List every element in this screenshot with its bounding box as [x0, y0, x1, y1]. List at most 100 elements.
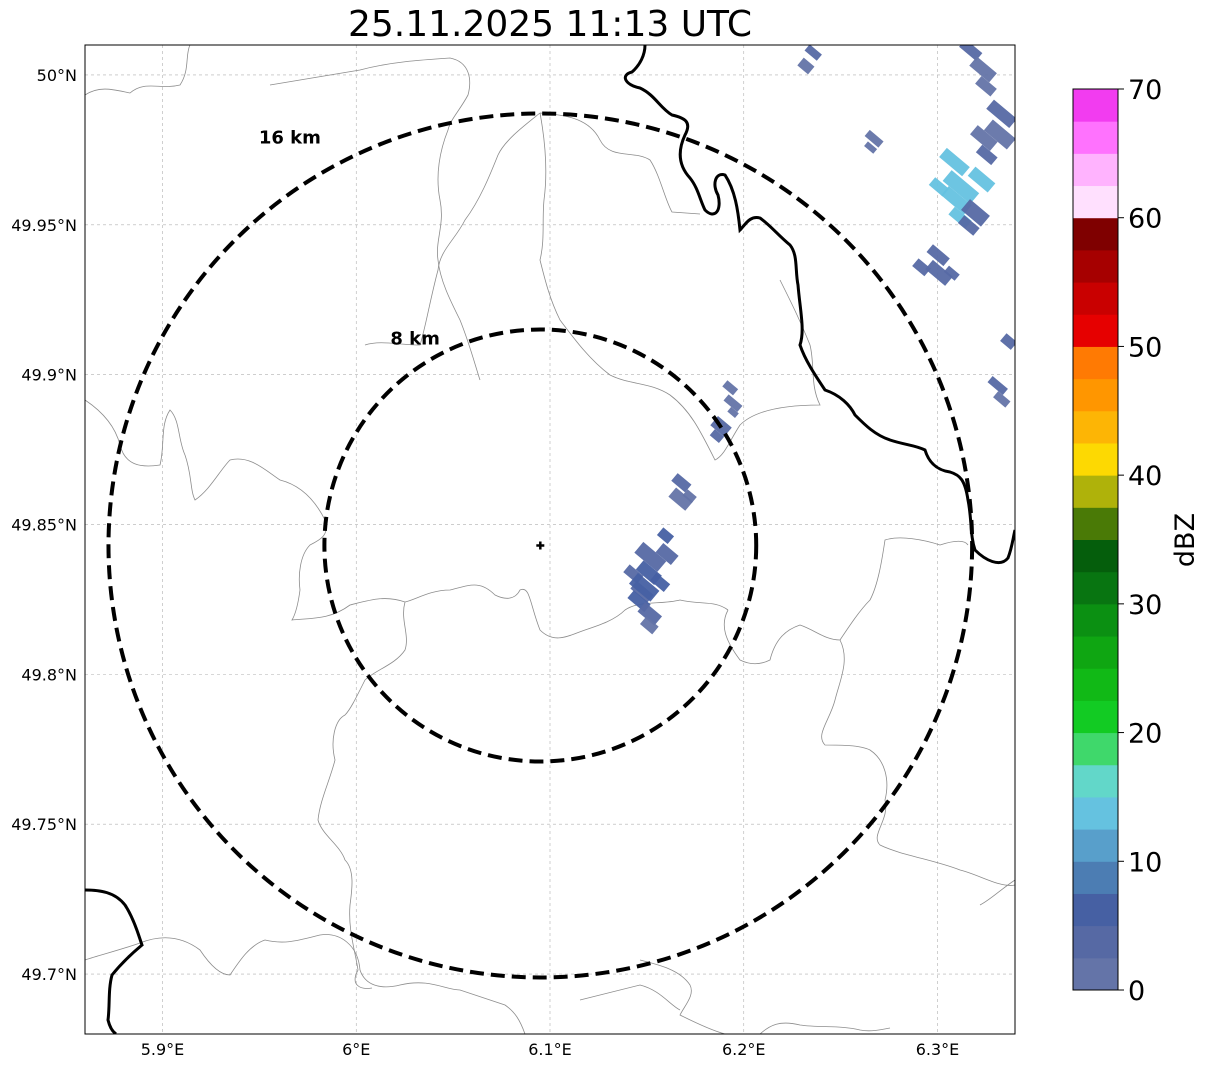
radar-echo-cell — [722, 380, 743, 418]
colorbar-band — [1073, 442, 1118, 476]
radar-pixel — [639, 616, 659, 635]
longitude-tick-labels: 5.9°E 6°E 6.1°E 6.2°E 6.3°E — [141, 1040, 960, 1059]
lon-tick-label: 5.9°E — [141, 1040, 185, 1059]
colorbar-tick-label: 10 — [1128, 847, 1162, 878]
radar-pixel — [993, 391, 1011, 408]
map-area — [85, 45, 1015, 1034]
colorbar-band — [1073, 571, 1118, 605]
radar-pixel — [723, 394, 743, 413]
colorbar-band — [1073, 861, 1118, 894]
radar-pixel — [628, 572, 660, 602]
colorbar-tick-label: 0 — [1128, 976, 1145, 1007]
radar-pixel — [957, 215, 980, 236]
colorbar-band — [1073, 249, 1118, 283]
colorbar-tick-label: 20 — [1128, 719, 1162, 750]
colorbar-tick-label: 30 — [1128, 590, 1162, 621]
colorbar-band — [1073, 507, 1118, 540]
colorbar-band — [1073, 636, 1118, 669]
radar-pixel — [970, 125, 998, 152]
radar-pixel — [709, 429, 725, 443]
radar-pixel — [942, 170, 980, 204]
radar-pixel — [961, 199, 990, 227]
municipal-boundaries — [85, 45, 1015, 1034]
lat-tick-label: 49.85°N — [11, 516, 77, 535]
colorbar-band — [1073, 121, 1118, 154]
colorbar-tick-label: 50 — [1128, 332, 1162, 363]
colorbar-band — [1073, 764, 1118, 798]
radar-pixel — [987, 376, 1008, 396]
radar-pixel — [983, 119, 1015, 150]
colorbar-tick-label: 70 — [1128, 75, 1162, 106]
range-ring-labels: 8 km 16 km — [259, 128, 440, 350]
radar-pixel — [649, 572, 671, 592]
map-frame — [84, 44, 1016, 1035]
radar-pixel — [975, 144, 998, 166]
colorbar-band — [1073, 378, 1118, 412]
lon-tick-label: 6.3°E — [916, 1040, 960, 1059]
range-ring — [106, 111, 975, 980]
radar-pixel — [939, 147, 970, 177]
colorbar-band — [1073, 153, 1118, 187]
colorbar-frame — [1072, 88, 1119, 991]
colorbar-band — [1073, 957, 1118, 991]
radar-pixel — [928, 177, 950, 197]
colorbar-band — [1073, 475, 1118, 508]
radar-pixel — [1000, 333, 1015, 350]
radar-pixel — [655, 543, 679, 566]
radar-pixel — [926, 244, 950, 267]
lon-tick-label: 6.1°E — [528, 1040, 572, 1059]
dbz-colorbar: 0 10 20 30 40 50 60 70 — [1072, 75, 1162, 1007]
radar-echo-cell — [957, 199, 990, 236]
radar-pixel — [986, 99, 1015, 129]
colorbar-band — [1073, 410, 1118, 444]
colorbar-band — [1073, 668, 1118, 701]
range-ring — [322, 327, 759, 764]
radar-echo-cell — [637, 602, 663, 635]
radar-pixel — [634, 541, 667, 572]
colorbar-band — [1073, 89, 1118, 122]
radar-pixel — [969, 56, 997, 83]
radar-echo-cell — [912, 244, 960, 286]
colorbar-tick-label: 60 — [1128, 204, 1162, 235]
radar-pixel — [912, 258, 931, 277]
colorbar-band — [1073, 603, 1118, 637]
latitude-tick-labels: 49.7°N 49.75°N 49.8°N 49.85°N 49.9°N 49.95°N 5… — [11, 66, 77, 984]
lon-tick-label: 6.2°E — [722, 1040, 766, 1059]
radar-echo-cell — [987, 376, 1011, 408]
radar-pixel — [656, 527, 675, 545]
national-borders — [85, 45, 1015, 1034]
radar-pixel — [722, 380, 739, 396]
radar-pixel — [967, 166, 996, 193]
radar-echo-cell — [864, 129, 884, 154]
colorbar-label: dBZ — [1170, 513, 1201, 567]
radar-pixel — [864, 141, 878, 154]
colorbar-band — [1073, 893, 1118, 927]
colorbar-band — [1073, 539, 1118, 573]
radar-echoes — [623, 45, 1015, 635]
lat-tick-label: 49.7°N — [21, 965, 77, 984]
colorbar-band — [1073, 314, 1118, 347]
radar-pixel — [797, 57, 815, 75]
colorbar-band — [1073, 700, 1118, 734]
lat-lon-gridlines — [85, 45, 1015, 1034]
radar-pixel — [637, 602, 663, 626]
lat-tick-label: 49.9°N — [21, 366, 77, 385]
radar-pixel — [925, 259, 953, 286]
colorbar-band — [1073, 185, 1118, 219]
radar-pixel — [727, 406, 739, 418]
lat-tick-label: 50°N — [37, 66, 77, 85]
colorbar-band — [1073, 925, 1118, 959]
colorbar-band — [1073, 282, 1118, 315]
radar-pixel — [804, 45, 822, 61]
radar-echo-cell — [970, 99, 1015, 166]
radar-pixel — [668, 487, 693, 511]
colorbar-band — [1073, 796, 1118, 830]
radar-echo-cell — [668, 473, 697, 511]
colorbar-tick-label: 40 — [1128, 461, 1162, 492]
radar-echo-cell — [797, 45, 822, 75]
map-title: 25.11.2025 11:13 UTC — [347, 4, 753, 45]
radar-site-marker — [536, 541, 545, 550]
colorbar-band — [1073, 732, 1118, 766]
radar-pixel — [975, 75, 997, 97]
